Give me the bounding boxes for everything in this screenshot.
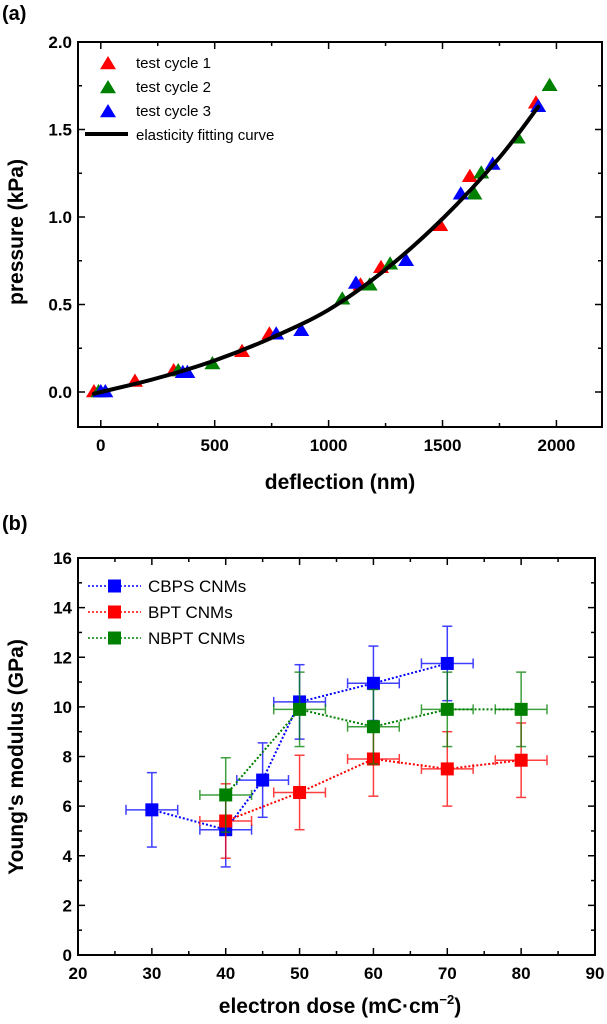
plot-frame [77, 41, 603, 428]
panel-a-label: (a) [2, 3, 26, 25]
x-tick-label: 60 [364, 964, 383, 983]
data-point-triangle [382, 256, 399, 270]
data-point-square [293, 702, 307, 716]
x-tick-label: 50 [290, 964, 309, 983]
x-tick-label: 1500 [424, 436, 462, 455]
data-point-square [256, 773, 270, 787]
data-point-triangle [461, 168, 478, 182]
y-tick-label: 1.0 [48, 208, 72, 227]
legend-label: NBPT CNMs [148, 629, 245, 648]
data-point-square [514, 753, 528, 767]
y-tick-label: 0 [63, 946, 72, 965]
legend-marker-square [108, 631, 121, 645]
y-tick-label: 16 [53, 549, 72, 568]
elasticity-fitting-curve [91, 104, 541, 396]
x-tick-label: 30 [142, 964, 161, 983]
panel-a-legend: test cycle 1 test cycle 2 test cycle 3 elas… [85, 55, 274, 144]
panel-a-x-axis-title: deflection (nm) [265, 471, 416, 494]
legend-label: BPT CNMs [148, 603, 233, 622]
data-point-triangle [347, 275, 364, 289]
x-tick-label: 20 [69, 964, 88, 983]
data-point-triangle [432, 217, 449, 231]
legend-label: elasticity fitting curve [136, 127, 274, 144]
x-tick-label: 2000 [538, 436, 576, 455]
panel-a-plot-area: 0 500 1000 1500 2000 0.0 0.5 1.0 1.5 2.0 [48, 33, 603, 455]
panel-a-chart: (a) 0 500 1000 1500 2000 0.0 0.5 1.0 1.5 2.0 test… [2, 3, 603, 494]
data-point-square [514, 702, 528, 716]
y-tick-label: 14 [53, 599, 72, 618]
y-tick-label: 0.0 [48, 383, 72, 402]
legend-marker-square [108, 579, 121, 593]
panel-b-chart: (b) 20 30 40 50 60 70 80 90 0 2 4 6 8 10 12 14 16 CBPS C… [2, 513, 604, 1018]
y-tick-label: 6 [63, 797, 72, 816]
data-point-triangle [334, 291, 351, 305]
series-2-markers [90, 77, 558, 398]
legend-label: CBPS CNMs [148, 577, 246, 596]
x-tick-label: 500 [201, 436, 229, 455]
legend-label: test cycle 3 [136, 103, 211, 120]
y-tick-label: 4 [63, 847, 73, 866]
panel-b-x-axis-title: electron dose (mC·cm−2) [219, 992, 461, 1018]
data-point-triangle [541, 77, 558, 91]
x-tick-label: 90 [586, 964, 605, 983]
legend-marker-triangle [100, 80, 116, 94]
legend-item: test cycle 1 [100, 55, 211, 72]
y-tick-label: 1.5 [48, 121, 72, 140]
legend-marker-square [108, 605, 121, 619]
panel-b-y-axis-title: Young's modulus (GPa) [5, 639, 28, 875]
y-tick-label: 0.5 [48, 296, 72, 315]
y-tick-label: 2 [63, 896, 72, 915]
legend-marker-triangle [100, 56, 116, 70]
data-point-triangle [466, 186, 483, 200]
data-point-triangle [293, 322, 310, 336]
legend-label: test cycle 2 [136, 79, 211, 96]
data-point-square [366, 676, 380, 690]
legend-item: CBPS CNMs [88, 577, 246, 596]
x-tick-label: 80 [512, 964, 531, 983]
data-point-square [145, 803, 159, 817]
y-tick-label: 2.0 [48, 33, 72, 52]
x-tick-label: 40 [216, 964, 235, 983]
x-tick-label: 70 [438, 964, 457, 983]
panel-b-legend: CBPS CNMs BPT CNMs NBPT CNMs [88, 577, 246, 648]
y-tick-label: 10 [53, 698, 72, 717]
x-tick-label: 0 [96, 436, 105, 455]
legend-label: test cycle 1 [136, 55, 211, 72]
x-tick-label: 1000 [310, 436, 348, 455]
data-point-triangle [398, 252, 415, 266]
legend-item: BPT CNMs [88, 603, 233, 622]
y-tick-label: 8 [63, 748, 72, 767]
legend-item: test cycle 3 [100, 103, 211, 120]
panel-b-label: (b) [2, 513, 28, 535]
data-point-square [219, 788, 233, 802]
data-point-square [366, 720, 380, 734]
data-point-square [293, 785, 307, 799]
panel-b-plot-area: 20 30 40 50 60 70 80 90 0 2 4 6 8 10 12 14 16 [53, 549, 604, 983]
data-point-square [440, 702, 454, 716]
legend-item: elasticity fitting curve [85, 127, 274, 144]
legend-marker-triangle [100, 104, 116, 118]
data-point-square [440, 656, 454, 670]
legend-item: test cycle 2 [100, 79, 211, 96]
series-connecting-line [151, 662, 448, 831]
series-nbpt-cnms [199, 671, 548, 833]
legend-item: NBPT CNMs [88, 629, 245, 648]
panel-a-y-axis-title: pressure (kPa) [5, 159, 28, 305]
data-point-square [440, 762, 454, 776]
y-tick-label: 12 [53, 648, 72, 667]
